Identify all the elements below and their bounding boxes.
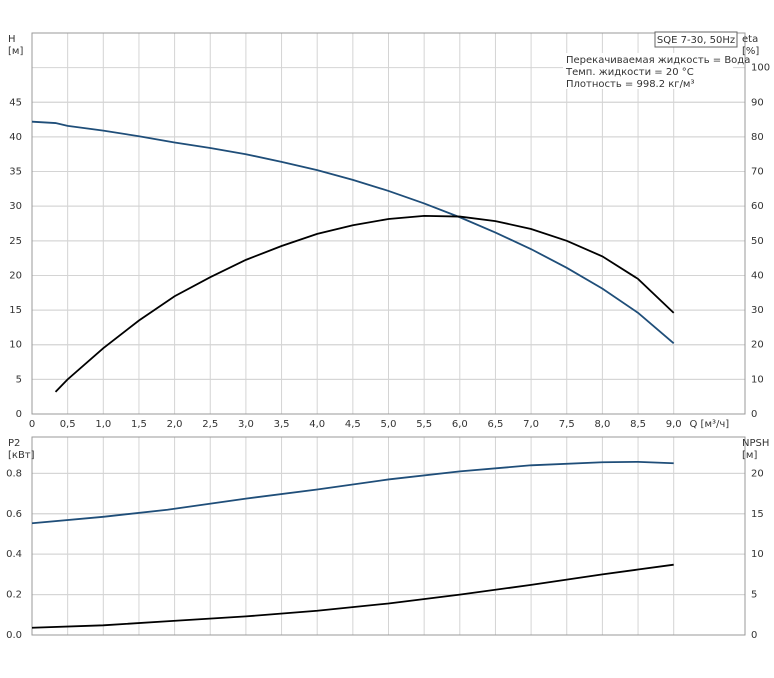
y-tick-label: 10	[9, 340, 22, 351]
x-tick-label: 8,5	[630, 419, 646, 430]
curve	[31, 563, 674, 629]
y-tick-label: 0.2	[6, 590, 22, 601]
y2-axis-unit: [%]	[742, 46, 759, 57]
x-tick-label: 4,5	[345, 419, 361, 430]
annotation: Плотность = 998.2 кг/м³	[566, 79, 695, 90]
y2-tick-label: 80	[751, 132, 764, 143]
chart-title: SQE 7-30, 50Hz	[657, 35, 735, 46]
plot-frame	[31, 436, 746, 636]
x-tick-label: 6,0	[452, 419, 468, 430]
y-tick-label: 15	[9, 305, 22, 316]
y2-axis-label: NPSH	[742, 438, 769, 449]
x-tick-label: 0	[29, 419, 35, 430]
y2-tick-label: 5	[751, 590, 757, 601]
y2-tick-label: 90	[751, 97, 764, 108]
x-tick-label: 8,0	[594, 419, 610, 430]
y2-tick-label: 10	[751, 374, 764, 385]
y-tick-label: 30	[9, 201, 22, 212]
y-axis-unit: [м]	[8, 46, 23, 57]
y-tick-label: 0.8	[6, 468, 22, 479]
annotation-bg	[563, 53, 733, 65]
y2-axis-unit: [м]	[742, 450, 757, 461]
x-tick-label: 9,0	[666, 419, 682, 430]
y2-tick-label: 30	[751, 305, 764, 316]
curve	[31, 120, 675, 345]
x-tick-label: 5,0	[381, 419, 397, 430]
x-tick-label: 3,0	[238, 419, 254, 430]
x-tick-label: 4,0	[309, 419, 325, 430]
y-tick-label: 45	[9, 97, 22, 108]
y-axis-unit: [кВт]	[8, 450, 35, 461]
y-tick-label: 20	[9, 270, 22, 281]
x-tick-label: 7,0	[523, 419, 539, 430]
y2-tick-label: 70	[751, 167, 764, 178]
curve	[54, 214, 675, 393]
x-tick-label: 3,5	[274, 419, 290, 430]
title-box	[654, 31, 738, 48]
x-tick-label: 2,0	[167, 419, 183, 430]
y-axis-label: P2	[8, 438, 20, 449]
y-tick-label: 5	[16, 374, 22, 385]
annotation: Темп. жидкости = 20 °C	[565, 67, 694, 78]
plot-frame	[31, 32, 746, 415]
x-tick-label: 0,5	[60, 419, 76, 430]
x-tick-label: 1,0	[95, 419, 111, 430]
y2-tick-label: 10	[751, 549, 764, 560]
x-tick-label: 1,5	[131, 419, 147, 430]
y2-tick-label: 0	[751, 630, 757, 641]
y2-tick-label: 20	[751, 340, 764, 351]
y2-tick-label: 15	[751, 509, 764, 520]
annotation-bg	[563, 65, 733, 77]
y-tick-label: 25	[9, 236, 22, 247]
y2-tick-label: 20	[751, 468, 764, 479]
curve	[31, 460, 674, 525]
y-tick-label: 40	[9, 132, 22, 143]
y-tick-label: 35	[9, 167, 22, 178]
x-tick-label: 7,5	[559, 419, 575, 430]
y2-axis-label: eta	[742, 34, 758, 45]
y2-tick-label: 50	[751, 236, 764, 247]
y2-tick-label: 60	[751, 201, 764, 212]
x-tick-label: 6,5	[487, 419, 503, 430]
y-tick-label: 0.4	[6, 549, 22, 560]
y-tick-label: 0.0	[6, 630, 22, 641]
y2-tick-label: 0	[751, 409, 757, 420]
annotation: Перекачиваемая жидкость = Вода	[566, 55, 750, 66]
x-tick-label: 2,5	[202, 419, 218, 430]
y2-tick-label: 100	[751, 63, 770, 74]
y-tick-label: 0.6	[6, 509, 22, 520]
annotation-bg	[563, 77, 733, 89]
y-axis-label: H	[8, 34, 16, 45]
y2-tick-label: 40	[751, 270, 764, 281]
x-axis-label: Q [м³/ч]	[690, 419, 730, 430]
y-tick-label: 0	[16, 409, 22, 420]
x-tick-label: 5,5	[416, 419, 432, 430]
